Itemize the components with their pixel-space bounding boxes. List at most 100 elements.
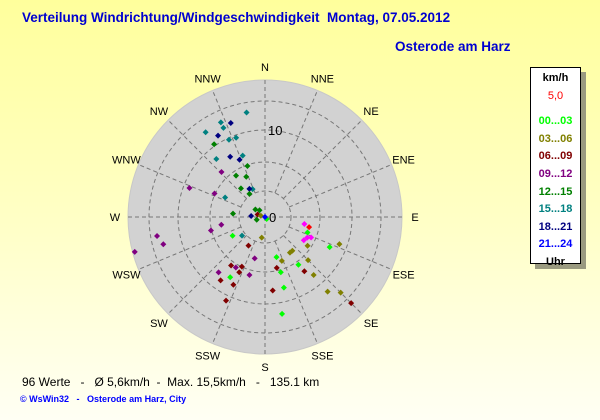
data-point xyxy=(269,287,276,294)
direction-label-S: S xyxy=(261,362,268,374)
data-point xyxy=(246,185,253,192)
data-point xyxy=(213,156,220,163)
data-point xyxy=(202,129,209,136)
data-point xyxy=(215,132,222,139)
legend-class-0: 00...03 xyxy=(538,115,573,128)
data-point xyxy=(218,221,225,228)
data-point xyxy=(304,229,311,236)
data-point xyxy=(220,124,227,131)
grid-spoke xyxy=(138,164,242,208)
credit-line: © WsWin32 - Osterode am Harz, City xyxy=(20,394,187,404)
direction-label-ENE: ENE xyxy=(392,155,415,167)
data-point xyxy=(186,185,193,192)
grid-spoke xyxy=(283,119,363,199)
direction-label-NW: NW xyxy=(150,106,169,118)
radial-tick-10: 10 xyxy=(268,123,282,138)
direction-label-E: E xyxy=(411,212,418,224)
data-point xyxy=(230,281,237,288)
data-point xyxy=(245,242,252,249)
direction-label-NNW: NNW xyxy=(194,73,221,85)
grid-spoke xyxy=(288,226,392,270)
grid-spoke xyxy=(274,90,318,194)
data-point xyxy=(308,234,315,241)
data-point xyxy=(253,216,260,223)
data-point xyxy=(215,269,222,276)
direction-label-NE: NE xyxy=(363,106,378,118)
data-point xyxy=(258,234,265,241)
data-point xyxy=(246,271,253,278)
grid-ring xyxy=(209,161,321,273)
legend-unit: km/h xyxy=(542,72,569,84)
data-point xyxy=(304,234,311,241)
chart-subtitle: Osterode am Harz xyxy=(395,39,511,54)
data-point xyxy=(229,232,236,239)
direction-label-W: W xyxy=(110,212,121,224)
grid-spoke xyxy=(283,235,363,315)
radial-tick-0: 0 xyxy=(269,210,276,225)
data-point xyxy=(160,241,167,248)
data-point xyxy=(217,277,224,284)
direction-label-NNE: NNE xyxy=(311,73,334,85)
direction-label-WSW: WSW xyxy=(112,269,141,281)
data-point xyxy=(246,190,253,197)
data-point xyxy=(236,156,243,163)
data-point xyxy=(232,264,239,271)
legend-class-6: 18...21 xyxy=(538,220,573,233)
legend-class-2: 06...09 xyxy=(538,150,573,163)
data-point xyxy=(227,274,234,281)
grid-spoke xyxy=(212,240,256,344)
data-point xyxy=(256,207,263,214)
data-point xyxy=(239,232,246,239)
data-point xyxy=(252,206,259,213)
legend-class-7: 21...24 xyxy=(538,238,573,251)
direction-label-N: N xyxy=(261,62,269,74)
data-point xyxy=(211,141,218,148)
grid-spoke xyxy=(167,235,247,315)
data-point xyxy=(233,134,240,141)
data-point xyxy=(262,214,268,220)
data-point xyxy=(223,297,230,304)
data-point xyxy=(248,213,255,220)
data-point xyxy=(301,220,308,227)
data-point xyxy=(222,194,229,201)
data-point xyxy=(251,255,258,262)
data-point xyxy=(217,119,224,126)
data-point xyxy=(227,119,234,126)
data-point xyxy=(207,227,214,234)
data-point xyxy=(278,257,285,264)
data-point xyxy=(289,247,296,254)
legend-current-value: 5,0 xyxy=(547,89,564,102)
data-point xyxy=(236,269,243,276)
legend-box: km/h 5,0 00...03 03...06 06...09 09...12… xyxy=(530,67,581,268)
chart-title: Verteilung Windrichtung/Windgeschwindigk… xyxy=(22,10,451,25)
data-point xyxy=(211,190,218,197)
data-point xyxy=(277,269,284,276)
data-point xyxy=(295,261,302,268)
data-point xyxy=(305,257,312,264)
direction-label-SSE: SSE xyxy=(311,351,333,363)
data-point xyxy=(228,262,235,269)
direction-label-SW: SW xyxy=(150,318,168,330)
data-point xyxy=(304,242,311,249)
data-point xyxy=(225,136,232,143)
data-point xyxy=(279,310,286,317)
legend-class-3: 09...12 xyxy=(538,167,573,180)
legend-class-4: 12...15 xyxy=(538,185,573,198)
data-point xyxy=(244,162,251,169)
data-point xyxy=(301,268,308,275)
direction-label-SSW: SSW xyxy=(195,351,221,363)
grid-spoke xyxy=(167,119,247,199)
data-point xyxy=(300,237,307,244)
data-point xyxy=(154,233,161,240)
data-point xyxy=(218,168,225,175)
direction-label-ESE: ESE xyxy=(393,269,415,281)
direction-label-SE: SE xyxy=(364,318,379,330)
data-point xyxy=(243,109,250,116)
data-point xyxy=(131,248,138,255)
data-point xyxy=(326,244,333,251)
grid-spoke xyxy=(212,90,256,194)
legend-footer: Uhr xyxy=(546,255,565,268)
direction-label-WNW: WNW xyxy=(112,155,141,167)
grid-spoke xyxy=(138,226,242,270)
